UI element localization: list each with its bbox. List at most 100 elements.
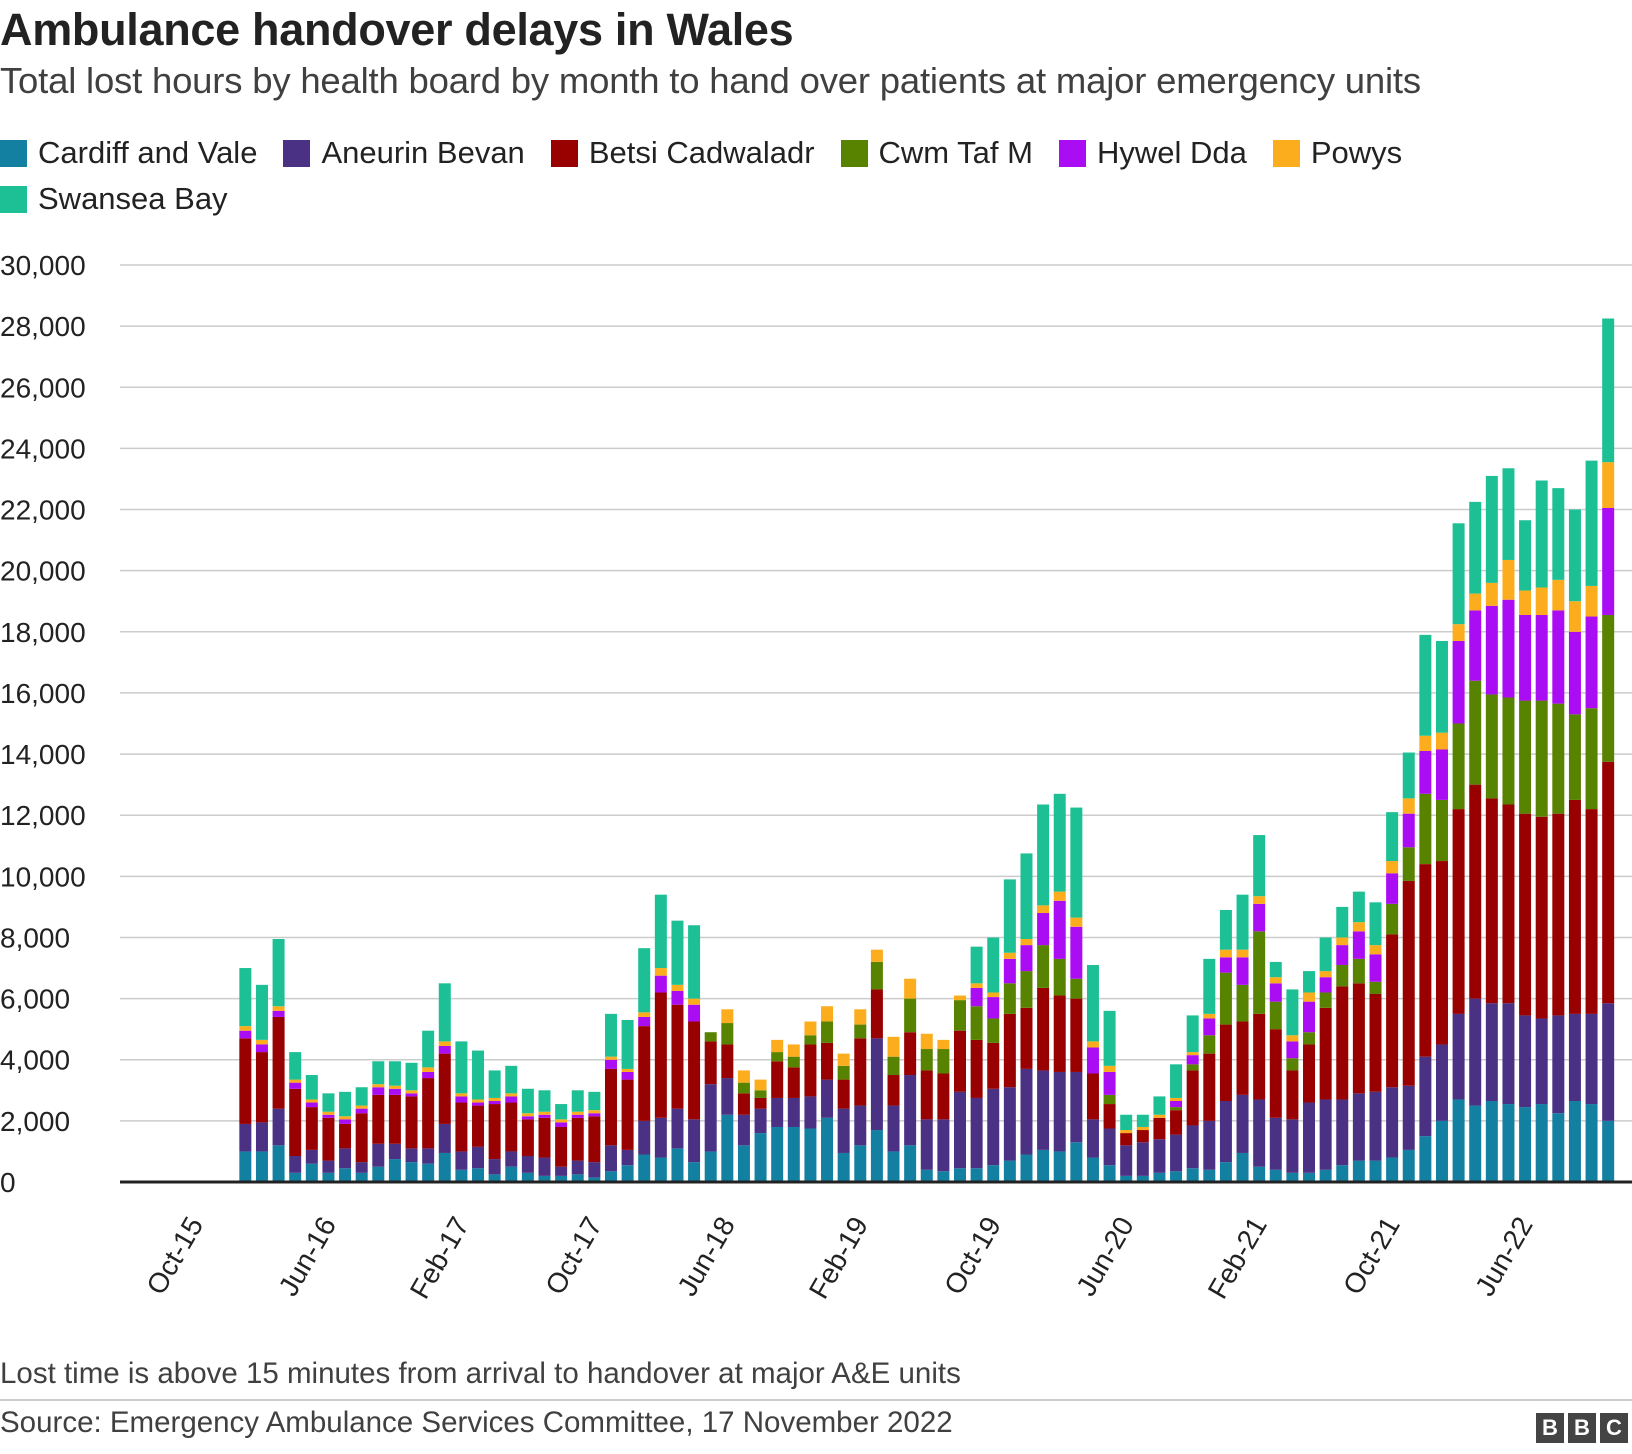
- stacked-bar-chart: 0 2,000 4,000 6,000 8,000 10,000 12,000 14,000 1…: [0, 250, 1632, 1304]
- bar-segment: [1236, 957, 1249, 985]
- bbc-logo-letter: B: [1536, 1413, 1564, 1443]
- bar-segment: [472, 1168, 485, 1182]
- bar-segment: [671, 1004, 684, 1109]
- y-tick-label: 8,000: [0, 922, 70, 953]
- bar-segment: [1153, 1172, 1166, 1182]
- y-tick-label: 10,000: [0, 861, 86, 892]
- bar-segment: [704, 1151, 717, 1182]
- y-tick-label: 18,000: [0, 617, 86, 648]
- bar-segment: [538, 1090, 551, 1112]
- bar-segment: [1219, 1162, 1232, 1182]
- bar-segment: [472, 1099, 485, 1103]
- bar-segment: [322, 1172, 335, 1182]
- bar-segment: [1186, 1070, 1199, 1126]
- legend-item-aneurin-bevan: Aneurin Bevan: [283, 133, 525, 173]
- bar-segment: [1003, 1013, 1016, 1088]
- bar-segment: [1585, 708, 1598, 810]
- bar-segment: [1386, 1157, 1399, 1182]
- bar-segment: [1502, 559, 1515, 600]
- bar-segment: [1286, 1070, 1299, 1120]
- y-tick-label: 4,000: [0, 1045, 70, 1076]
- bar-segment: [1103, 1065, 1116, 1072]
- bar-segment: [1236, 894, 1249, 950]
- bar-segment: [837, 1065, 850, 1080]
- bar-segment: [1435, 749, 1448, 800]
- bar-segment: [1153, 1114, 1166, 1118]
- bar-segment: [239, 1038, 252, 1124]
- y-tick-label: 16,000: [0, 678, 86, 709]
- bar-segment: [1319, 937, 1332, 972]
- bar-segment: [455, 1169, 468, 1182]
- y-tick-label: 26,000: [0, 372, 86, 403]
- bar-segment: [1352, 922, 1365, 932]
- x-tick-label: Oct-19: [938, 1212, 1007, 1300]
- bar-segment: [255, 1044, 268, 1053]
- bar-segment: [1352, 1160, 1365, 1182]
- bar-segment: [1502, 697, 1515, 805]
- bar-segment: [1419, 1136, 1432, 1182]
- bar-segment: [272, 939, 285, 1007]
- bar-segment: [255, 1052, 268, 1123]
- bar-segment: [1552, 579, 1565, 611]
- bar-segment: [1303, 992, 1316, 1002]
- bar-segment: [422, 1148, 435, 1164]
- bar-segment: [1269, 1001, 1282, 1030]
- bar-segment: [239, 1151, 252, 1182]
- bar-segment: [870, 1038, 883, 1131]
- bar-segment: [472, 1102, 485, 1106]
- bar-segment: [272, 1145, 285, 1182]
- bar-segment: [571, 1117, 584, 1161]
- bar-segment: [1568, 1013, 1581, 1101]
- bar-segment: [1153, 1139, 1166, 1173]
- bar-segment: [787, 1067, 800, 1098]
- bar-segment: [1485, 694, 1498, 799]
- bar-segment: [538, 1111, 551, 1115]
- bar-segment: [571, 1174, 584, 1182]
- bar-segment: [654, 975, 667, 993]
- bar-segment: [837, 1079, 850, 1109]
- bar-segment: [305, 1149, 318, 1164]
- legend-label: Hywel Dda: [1096, 135, 1247, 170]
- bar-segment: [305, 1075, 318, 1100]
- bar-segment: [887, 1151, 900, 1182]
- bar-segment: [754, 1097, 767, 1109]
- bar-segment: [339, 1091, 352, 1117]
- bar-segment: [488, 1101, 501, 1105]
- bar-segment: [854, 1024, 867, 1039]
- bar-segment: [1170, 1107, 1183, 1111]
- bar-segment: [1286, 1035, 1299, 1042]
- bar-segment: [1369, 902, 1382, 946]
- y-tick-label: 28,000: [0, 311, 86, 342]
- bar-segment: [1253, 1013, 1266, 1100]
- bar-segment: [887, 1036, 900, 1057]
- bar-segment: [1070, 1142, 1083, 1182]
- bar-segment: [1552, 488, 1565, 580]
- bar-segment: [1419, 864, 1432, 1057]
- bar-segment: [1419, 735, 1432, 752]
- legend-item-cwm-taf-m: Cwm Taf M: [840, 133, 1033, 173]
- bar-segment: [1602, 318, 1615, 463]
- bar-segment: [1203, 1018, 1216, 1036]
- bar-segment: [1402, 752, 1415, 799]
- bar-segment: [1236, 1152, 1249, 1182]
- bar-segment: [505, 1065, 518, 1094]
- bar-segment: [1585, 585, 1598, 617]
- bar-segment: [604, 1013, 617, 1057]
- bar-segment: [1452, 809, 1465, 1014]
- bar-segment: [621, 1149, 634, 1166]
- bar-segment: [521, 1172, 534, 1182]
- bar-segment: [488, 1104, 501, 1160]
- bar-segment: [854, 1009, 867, 1025]
- bar-segment: [771, 1097, 784, 1127]
- bar-segment: [405, 1093, 418, 1097]
- bar-segment: [538, 1117, 551, 1158]
- legend-swatch: [0, 139, 27, 167]
- bar-segment: [1253, 931, 1266, 1014]
- bar-segment: [1170, 1171, 1183, 1182]
- bar-segment: [289, 1052, 302, 1080]
- bar-segment: [1552, 1113, 1565, 1182]
- bar-segment: [1303, 1032, 1316, 1045]
- bar-segment: [970, 1006, 983, 1040]
- bar-segment: [1286, 1058, 1299, 1071]
- bar-segment: [1485, 475, 1498, 583]
